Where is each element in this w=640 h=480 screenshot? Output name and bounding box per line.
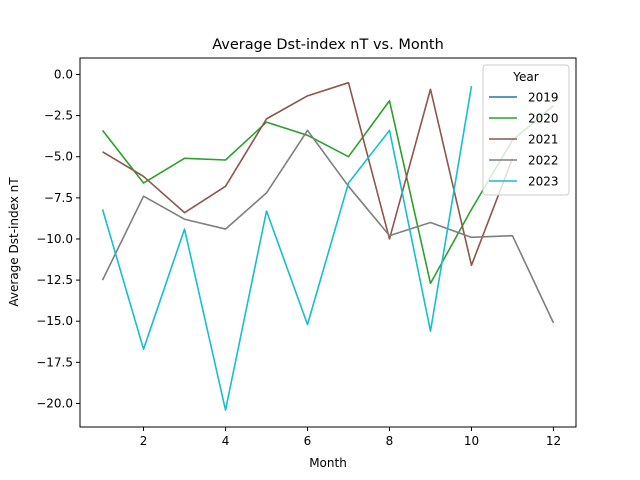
x-tick-label: 2 bbox=[140, 434, 148, 448]
series-line-2021 bbox=[102, 81, 514, 267]
legend-label-2022: 2022 bbox=[528, 154, 559, 168]
y-tick-label: −12.5 bbox=[36, 273, 73, 287]
legend-label-2021: 2021 bbox=[528, 133, 559, 147]
plot-lines bbox=[101, 81, 555, 411]
y-tick-label: −7.5 bbox=[44, 191, 73, 205]
x-axis-ticks: 2 4 6 8 10 12 bbox=[140, 427, 561, 448]
legend-label-2019: 2019 bbox=[528, 91, 559, 105]
y-tick-label: −17.5 bbox=[36, 355, 73, 369]
legend-title: Year bbox=[512, 70, 538, 84]
x-axis-label: Month bbox=[309, 456, 347, 470]
x-tick-label: 8 bbox=[386, 434, 394, 448]
y-tick-label: 0.0 bbox=[54, 67, 73, 81]
chart-title: Average Dst-index nT vs. Month bbox=[212, 37, 444, 53]
y-axis-ticks: 0.0 −2.5 −5.0 −7.5 −10.0 −12.5 −15.0 −17.5 −20.0 bbox=[36, 67, 80, 410]
legend-label-2020: 2020 bbox=[528, 112, 559, 126]
y-tick-label: −10.0 bbox=[36, 232, 73, 246]
y-tick-label: −5.0 bbox=[44, 150, 73, 164]
y-axis-label: Average Dst-index nT bbox=[7, 177, 21, 307]
x-tick-label: 6 bbox=[304, 434, 312, 448]
y-tick-label: −15.0 bbox=[36, 314, 73, 328]
series-line-2022 bbox=[101, 129, 555, 324]
series-line-2023 bbox=[101, 85, 473, 411]
series-line-2020 bbox=[101, 99, 554, 285]
y-tick-label: −2.5 bbox=[44, 109, 73, 123]
x-tick-label: 12 bbox=[546, 434, 561, 448]
plot-frame bbox=[79, 57, 577, 428]
legend-items: 2019 2020 2021 2022 2023 bbox=[489, 91, 559, 189]
y-tick-label: −20.0 bbox=[36, 396, 73, 410]
x-tick-label: 4 bbox=[222, 434, 230, 448]
legend: Year 2019 2020 2021 2022 2023 bbox=[482, 64, 570, 196]
legend-label-2023: 2023 bbox=[528, 175, 559, 189]
x-tick-label: 10 bbox=[464, 434, 479, 448]
